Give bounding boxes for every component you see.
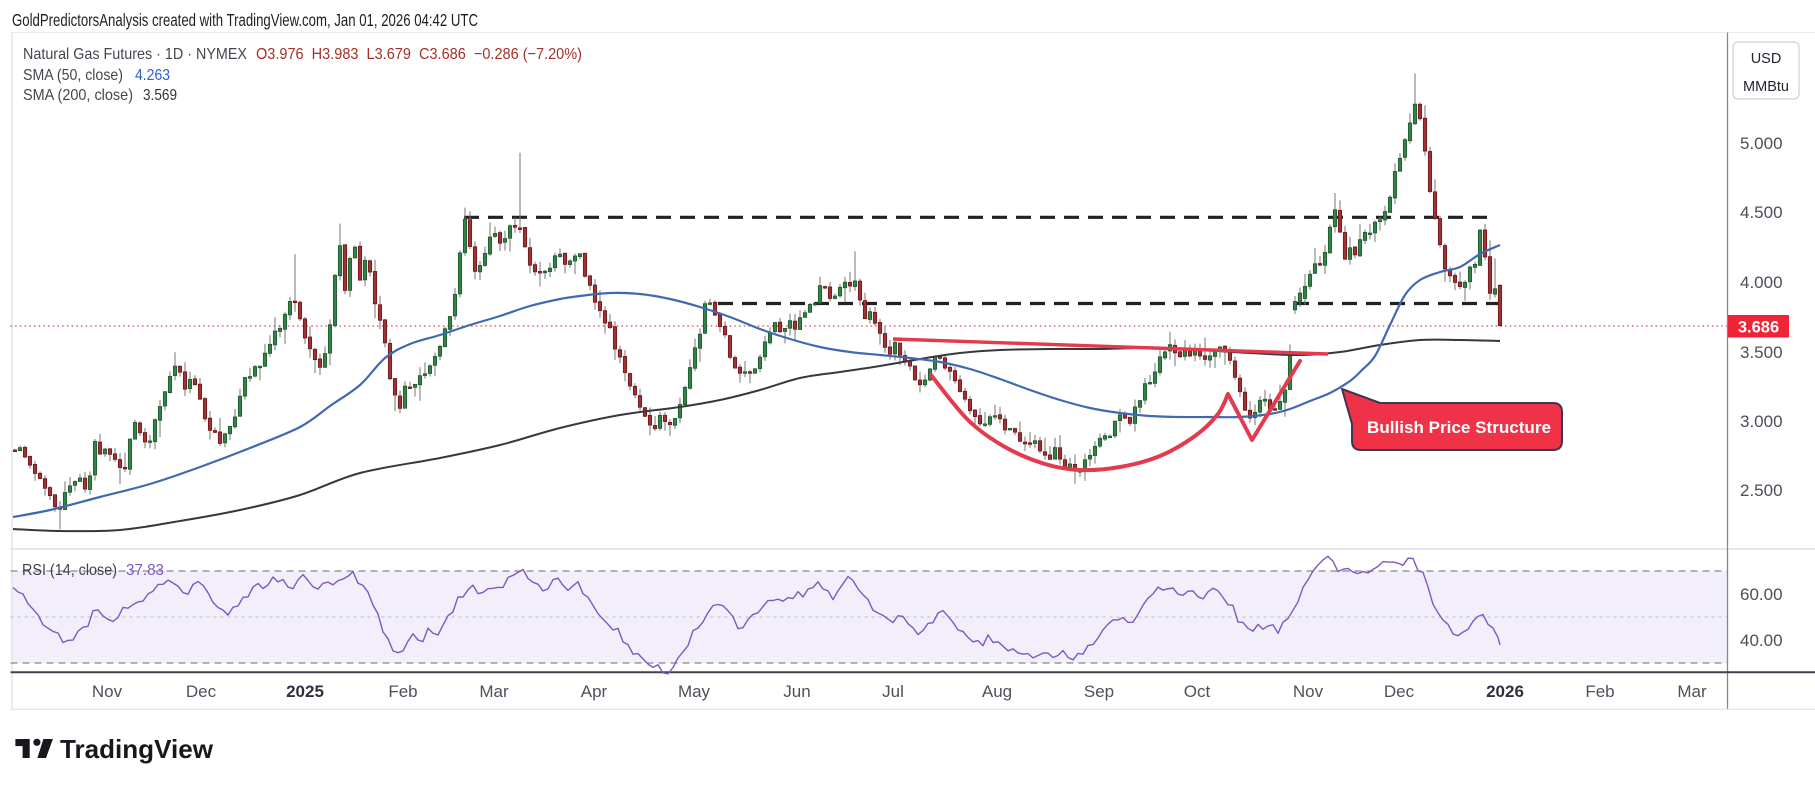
svg-text:TradingView: TradingView [60, 734, 214, 764]
svg-text:Bullish Price Structure: Bullish Price Structure [1367, 419, 1551, 437]
svg-text:3.000: 3.000 [1740, 412, 1783, 431]
svg-text:3.686: 3.686 [1738, 319, 1779, 337]
svg-text:MMBtu: MMBtu [1743, 79, 1789, 95]
svg-text:Apr: Apr [581, 682, 608, 701]
svg-text:USD: USD [1751, 51, 1782, 67]
svg-text:Jun: Jun [783, 682, 810, 701]
svg-text:Nov: Nov [92, 682, 123, 701]
svg-text:4.000: 4.000 [1740, 273, 1783, 292]
svg-text:3.500: 3.500 [1740, 343, 1783, 362]
svg-text:Feb: Feb [388, 682, 417, 701]
svg-text:Feb: Feb [1585, 682, 1614, 701]
svg-text:May: May [678, 682, 711, 701]
svg-text:Sep: Sep [1084, 682, 1114, 701]
svg-text:2026: 2026 [1486, 682, 1524, 701]
svg-text:37.83: 37.83 [126, 562, 164, 579]
svg-text:SMA (50, close): SMA (50, close) [23, 67, 123, 84]
svg-text:3.569: 3.569 [143, 87, 177, 104]
svg-text:Aug: Aug [982, 682, 1012, 701]
svg-text:5.000: 5.000 [1740, 134, 1783, 153]
svg-text:GoldPredictorsAnalysis created: GoldPredictorsAnalysis created with Trad… [12, 10, 478, 30]
svg-text:4.263: 4.263 [135, 67, 170, 84]
svg-text:60.00: 60.00 [1740, 585, 1783, 604]
svg-text:Nov: Nov [1293, 682, 1324, 701]
svg-text:Mar: Mar [1677, 682, 1707, 701]
svg-text:Dec: Dec [1384, 682, 1415, 701]
svg-text:Mar: Mar [479, 682, 509, 701]
svg-text:Dec: Dec [186, 682, 217, 701]
svg-text:4.500: 4.500 [1740, 203, 1783, 222]
svg-text:Natural Gas Futures · 1D · NYM: Natural Gas Futures · 1D · NYMEX [23, 46, 247, 63]
svg-text:Jul: Jul [882, 682, 904, 701]
svg-text:2.500: 2.500 [1740, 481, 1783, 500]
svg-text:2025: 2025 [286, 682, 324, 701]
svg-text:SMA (200, close): SMA (200, close) [23, 87, 133, 104]
svg-text:40.00: 40.00 [1740, 631, 1783, 650]
svg-text:O3.976 H3.983 L3.679 C3.686: O3.976 H3.983 L3.679 C3.686 −0.286 (−7.2… [256, 46, 582, 63]
svg-text:RSI (14, close): RSI (14, close) [22, 562, 117, 579]
svg-text:Oct: Oct [1184, 682, 1211, 701]
